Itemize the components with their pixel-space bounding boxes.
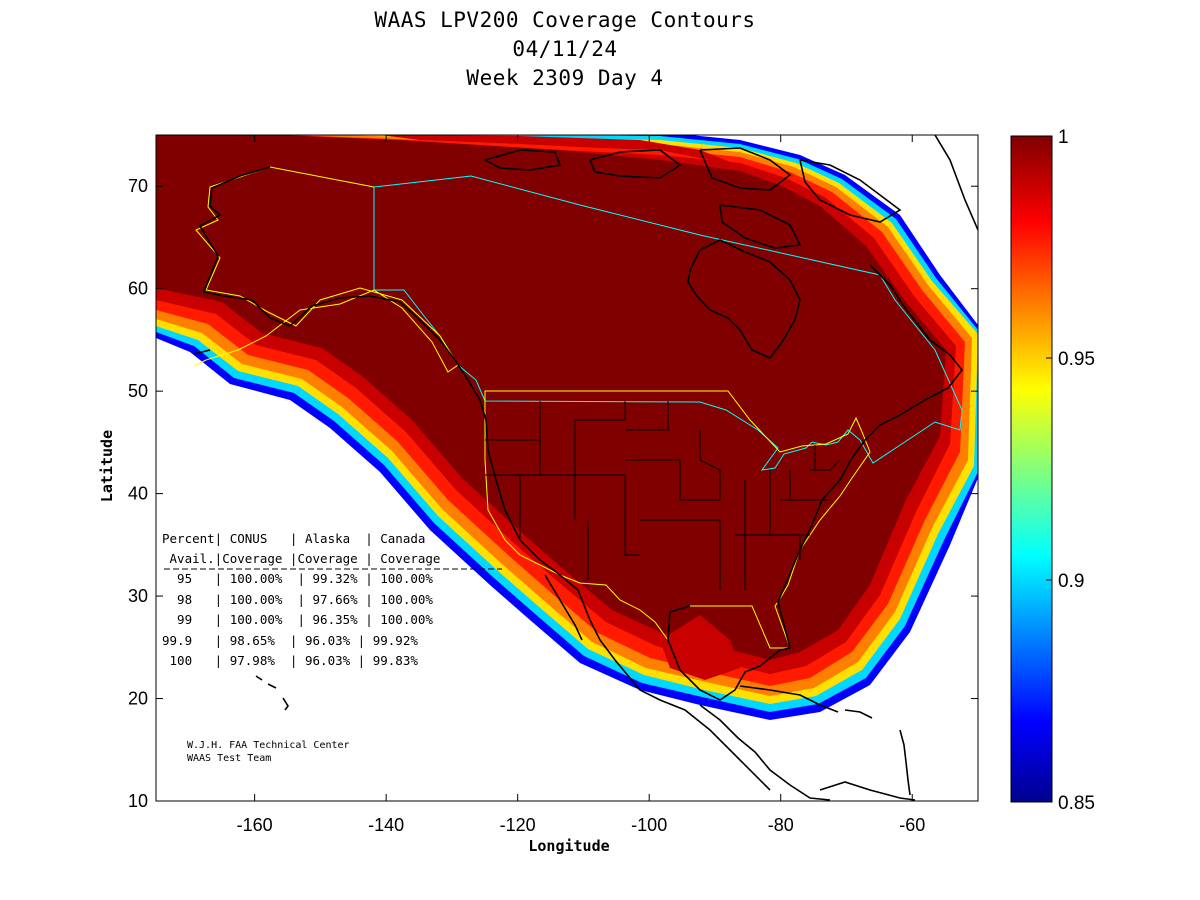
x-tick-label: -160 [237, 815, 273, 835]
state-boundaries [485, 401, 841, 590]
plot-frame [155, 134, 979, 802]
y-tick-label: 10 [128, 791, 148, 811]
table-header-2: Avail.|Coverage |Coverage | Coverage [162, 551, 440, 566]
colorbar-gradient [1010, 135, 1053, 803]
x-tick-label: -120 [500, 815, 536, 835]
x-tick-label: -80 [768, 815, 794, 835]
colorbar-tick-label: 0.85 [1058, 793, 1095, 814]
colorbar-tick-label: 0.9 [1058, 571, 1084, 592]
coverage-patch-gulf [660, 615, 740, 680]
colorbar-tick-label: 0.95 [1058, 349, 1095, 370]
us-border [484, 390, 871, 649]
x-tick-label: -100 [631, 815, 667, 835]
y-tick-label: 50 [128, 381, 148, 401]
colorbar: 1 0.95 0.9 0.85 [1010, 127, 1095, 814]
table-row: 98 | 100.00% | 97.66% | 100.00% [162, 592, 433, 607]
coverage-contours [156, 135, 978, 801]
coverage-patch-northwest [380, 135, 740, 166]
y-tick-label: 20 [128, 689, 148, 709]
chart-title: WAAS LPV200 Coverage Contours 04/11/24 W… [0, 6, 1130, 93]
table-row: 100 | 97.98% | 96.03% | 99.83% [162, 653, 418, 668]
table-row: 99 | 100.00% | 96.35% | 100.00% [162, 612, 433, 627]
table-row: 95 | 100.00% | 99.32% | 100.00% [162, 571, 433, 586]
y-tick-label: 40 [128, 484, 148, 504]
y-axis-label: Latitude [98, 430, 116, 502]
x-tick-label: -60 [899, 815, 925, 835]
colorbar-tick-label: 1 [1058, 127, 1069, 148]
table-header-1: Percent| CONUS | Alaska | Canada [162, 531, 425, 546]
table-row: 99.9 | 98.65% | 96.03% | 99.92% [162, 633, 418, 648]
credit-line-2: WAAS Test Team [187, 753, 271, 764]
y-tick-label: 60 [128, 279, 148, 299]
x-tick-label: -140 [368, 815, 404, 835]
alaska-border [193, 166, 459, 373]
coverage-full [156, 135, 946, 660]
title-line-1: WAAS LPV200 Coverage Contours [374, 8, 756, 32]
credit-line-1: W.J.H. FAA Technical Center [187, 740, 350, 751]
axis-ticks: -160 -140 -120 -100 -80 -60 10 20 30 40 50 60 70 [128, 135, 978, 835]
x-axis-label: Longitude [528, 837, 609, 855]
colorbar-ticks: 1 0.95 0.9 0.85 [1046, 127, 1095, 814]
coastlines [193, 135, 978, 801]
y-tick-label: 70 [128, 176, 148, 196]
y-tick-label: 30 [128, 586, 148, 606]
title-line-2: 04/11/24 [512, 37, 618, 61]
coverage-table: Percent| CONUS | Alaska | Canada Avail.|… [162, 531, 502, 668]
title-line-3: Week 2309 Day 4 [466, 66, 664, 90]
